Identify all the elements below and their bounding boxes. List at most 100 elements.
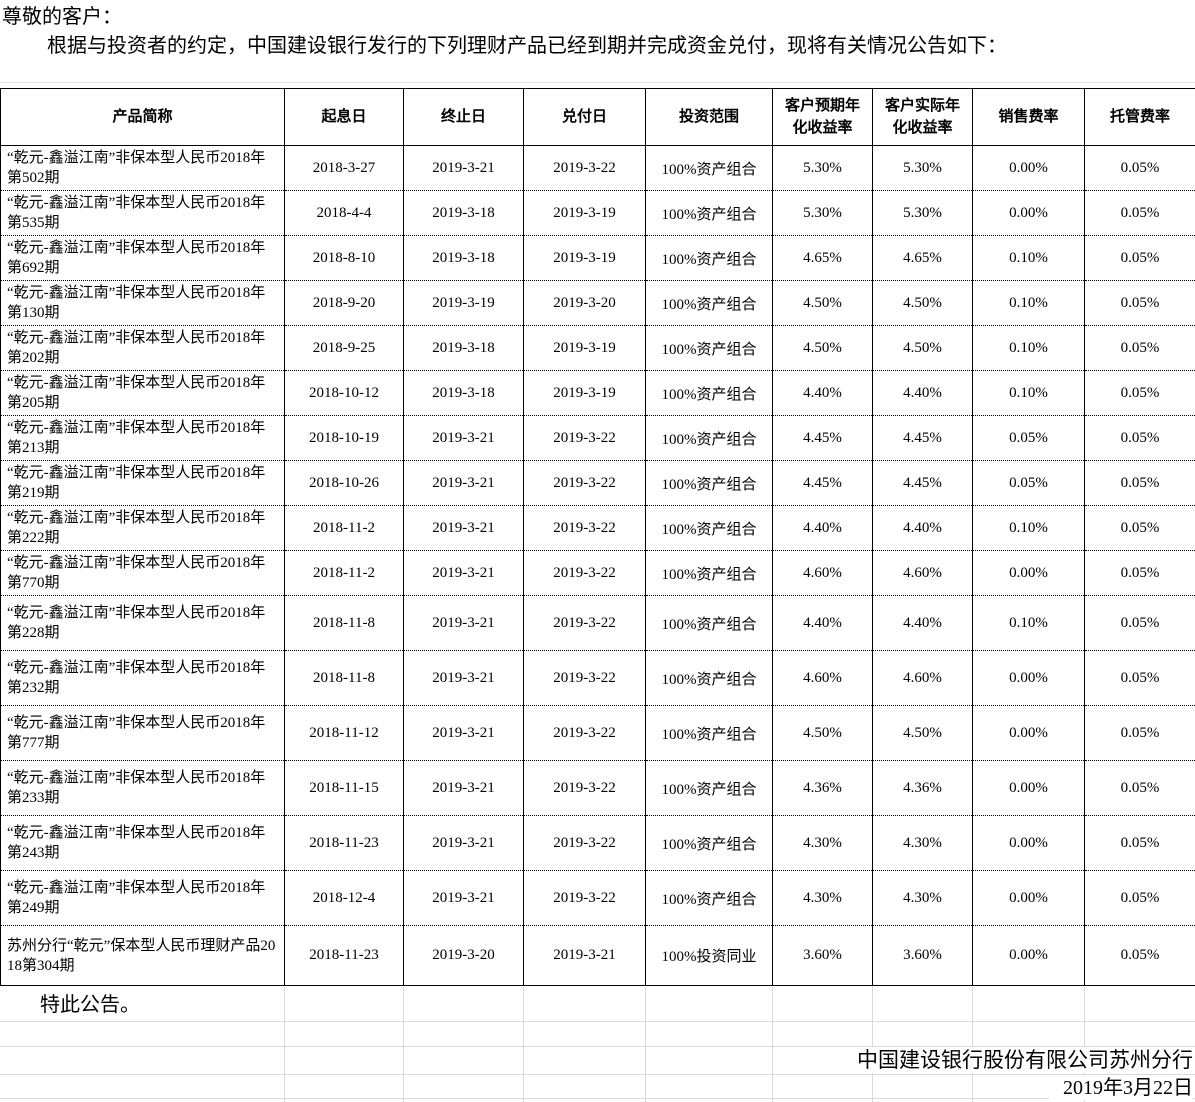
- footer-section: 特此公告。 中国建设银行股份有限公司苏州分行 2019年3月22日: [0, 986, 1195, 1102]
- pay-date-cell: 2019-3-22: [524, 871, 646, 926]
- scope-cell: 100%资产组合: [646, 761, 773, 816]
- end-date-cell: 2019-3-21: [404, 506, 524, 551]
- product-cell: “乾元-鑫溢江南”非保本型人民币2018年第130期: [1, 281, 285, 326]
- expected-rate-cell: 4.30%: [773, 816, 873, 871]
- actual-rate-cell: 4.50%: [873, 281, 973, 326]
- sales-fee-cell: 0.10%: [973, 506, 1085, 551]
- start-date-cell: 2018-12-4: [285, 871, 404, 926]
- column-header-actual-rate: 客户实际年化收益率: [873, 89, 973, 146]
- actual-rate-cell: 4.40%: [873, 596, 973, 651]
- sales-fee-cell: 0.10%: [973, 596, 1085, 651]
- actual-rate-cell: 5.30%: [873, 146, 973, 191]
- product-cell: “乾元-鑫溢江南”非保本型人民币2018年第502期: [1, 146, 285, 191]
- expected-rate-cell: 5.30%: [773, 146, 873, 191]
- pay-date-cell: 2019-3-22: [524, 551, 646, 596]
- column-header-expected-rate: 客户预期年化收益率: [773, 89, 873, 146]
- sales-fee-cell: 0.05%: [973, 461, 1085, 506]
- expected-rate-cell: 4.40%: [773, 371, 873, 416]
- custody-fee-cell: 0.05%: [1085, 146, 1195, 191]
- sales-fee-cell: 0.00%: [973, 816, 1085, 871]
- product-cell: “乾元-鑫溢江南”非保本型人民币2018年第692期: [1, 236, 285, 281]
- product-cell: “乾元-鑫溢江南”非保本型人民币2018年第228期: [1, 596, 285, 651]
- column-header-custody-fee: 托管费率: [1085, 89, 1195, 146]
- intro-paragraph: 根据与投资者的约定，中国建设银行发行的下列理财产品已经到期并完成资金兑付，现将有…: [47, 33, 1195, 59]
- expected-rate-cell: 4.40%: [773, 506, 873, 551]
- scope-cell: 100%资产组合: [646, 551, 773, 596]
- end-date-cell: 2019-3-18: [404, 326, 524, 371]
- end-date-cell: 2019-3-21: [404, 761, 524, 816]
- end-date-cell: 2019-3-21: [404, 596, 524, 651]
- intro-section: 尊敬的客户： 根据与投资者的约定，中国建设银行发行的下列理财产品已经到期并完成资…: [0, 0, 1195, 88]
- column-header-end-date: 终止日: [404, 89, 524, 146]
- pay-date-cell: 2019-3-19: [524, 236, 646, 281]
- actual-rate-cell: 4.36%: [873, 761, 973, 816]
- sales-fee-cell: 0.00%: [973, 926, 1085, 986]
- actual-rate-cell: 5.30%: [873, 191, 973, 236]
- sales-fee-cell: 0.10%: [973, 281, 1085, 326]
- grid-line: [872, 986, 873, 1102]
- product-cell: “乾元-鑫溢江南”非保本型人民币2018年第249期: [1, 871, 285, 926]
- expected-rate-cell: 4.60%: [773, 651, 873, 706]
- actual-rate-cell: 3.60%: [873, 926, 973, 986]
- pay-date-cell: 2019-3-19: [524, 191, 646, 236]
- scope-cell: 100%资产组合: [646, 191, 773, 236]
- pay-date-cell: 2019-3-22: [524, 596, 646, 651]
- custody-fee-cell: 0.05%: [1085, 596, 1195, 651]
- scope-cell: 100%资产组合: [646, 871, 773, 926]
- expected-rate-cell: 4.36%: [773, 761, 873, 816]
- pay-date-cell: 2019-3-19: [524, 371, 646, 416]
- actual-rate-cell: 4.60%: [873, 651, 973, 706]
- end-date-cell: 2019-3-21: [404, 871, 524, 926]
- custody-fee-cell: 0.05%: [1085, 651, 1195, 706]
- scope-cell: 100%资产组合: [646, 651, 773, 706]
- product-cell: “乾元-鑫溢江南”非保本型人民币2018年第219期: [1, 461, 285, 506]
- table-header-row: 产品简称起息日终止日兑付日投资范围客户预期年化收益率客户实际年化收益率销售费率托…: [1, 89, 1195, 146]
- product-cell: “乾元-鑫溢江南”非保本型人民币2018年第777期: [1, 706, 285, 761]
- expected-rate-cell: 4.45%: [773, 461, 873, 506]
- pay-date-cell: 2019-3-22: [524, 461, 646, 506]
- start-date-cell: 2018-11-23: [285, 926, 404, 986]
- actual-rate-cell: 4.30%: [873, 816, 973, 871]
- expected-rate-cell: 4.45%: [773, 416, 873, 461]
- custody-fee-cell: 0.05%: [1085, 416, 1195, 461]
- issue-date: 2019年3月22日: [1049, 1076, 1193, 1100]
- custody-fee-cell: 0.05%: [1085, 371, 1195, 416]
- end-date-cell: 2019-3-21: [404, 816, 524, 871]
- sales-fee-cell: 0.00%: [973, 146, 1085, 191]
- grid-line: [523, 986, 524, 1102]
- start-date-cell: 2018-9-20: [285, 281, 404, 326]
- closing-note: 特此公告。: [40, 993, 150, 1017]
- custody-fee-cell: 0.05%: [1085, 871, 1195, 926]
- end-date-cell: 2019-3-21: [404, 461, 524, 506]
- pay-date-cell: 2019-3-22: [524, 506, 646, 551]
- actual-rate-cell: 4.40%: [873, 506, 973, 551]
- actual-rate-cell: 4.50%: [873, 706, 973, 761]
- expected-rate-cell: 3.60%: [773, 926, 873, 986]
- pay-date-cell: 2019-3-22: [524, 706, 646, 761]
- actual-rate-cell: 4.60%: [873, 551, 973, 596]
- column-header-sales-fee: 销售费率: [973, 89, 1085, 146]
- pay-date-cell: 2019-3-19: [524, 326, 646, 371]
- products-table: 产品简称起息日终止日兑付日投资范围客户预期年化收益率客户实际年化收益率销售费率托…: [0, 88, 1195, 986]
- custody-fee-cell: 0.05%: [1085, 236, 1195, 281]
- actual-rate-cell: 4.45%: [873, 416, 973, 461]
- column-header-start-date: 起息日: [285, 89, 404, 146]
- end-date-cell: 2019-3-21: [404, 416, 524, 461]
- sales-fee-cell: 0.00%: [973, 191, 1085, 236]
- pay-date-cell: 2019-3-22: [524, 146, 646, 191]
- pay-date-cell: 2019-3-22: [524, 816, 646, 871]
- sales-fee-cell: 0.00%: [973, 551, 1085, 596]
- start-date-cell: 2018-10-19: [285, 416, 404, 461]
- start-date-cell: 2018-3-27: [285, 146, 404, 191]
- grid-line: [645, 986, 646, 1102]
- expected-rate-cell: 5.30%: [773, 191, 873, 236]
- sales-fee-cell: 0.05%: [973, 416, 1085, 461]
- start-date-cell: 2018-9-25: [285, 326, 404, 371]
